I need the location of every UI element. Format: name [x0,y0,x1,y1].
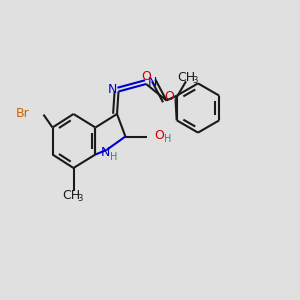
Text: O: O [142,70,151,83]
Text: 3: 3 [77,194,83,203]
Text: N: N [108,82,117,96]
Text: O: O [164,90,174,104]
Text: O: O [154,129,164,142]
Text: H: H [110,152,118,163]
Text: 3: 3 [192,76,198,85]
Text: N: N [147,76,157,89]
Text: N: N [100,146,110,160]
Text: Br: Br [16,107,29,120]
Text: CH: CH [62,189,80,203]
Text: CH: CH [177,71,195,84]
Text: H: H [164,134,171,144]
